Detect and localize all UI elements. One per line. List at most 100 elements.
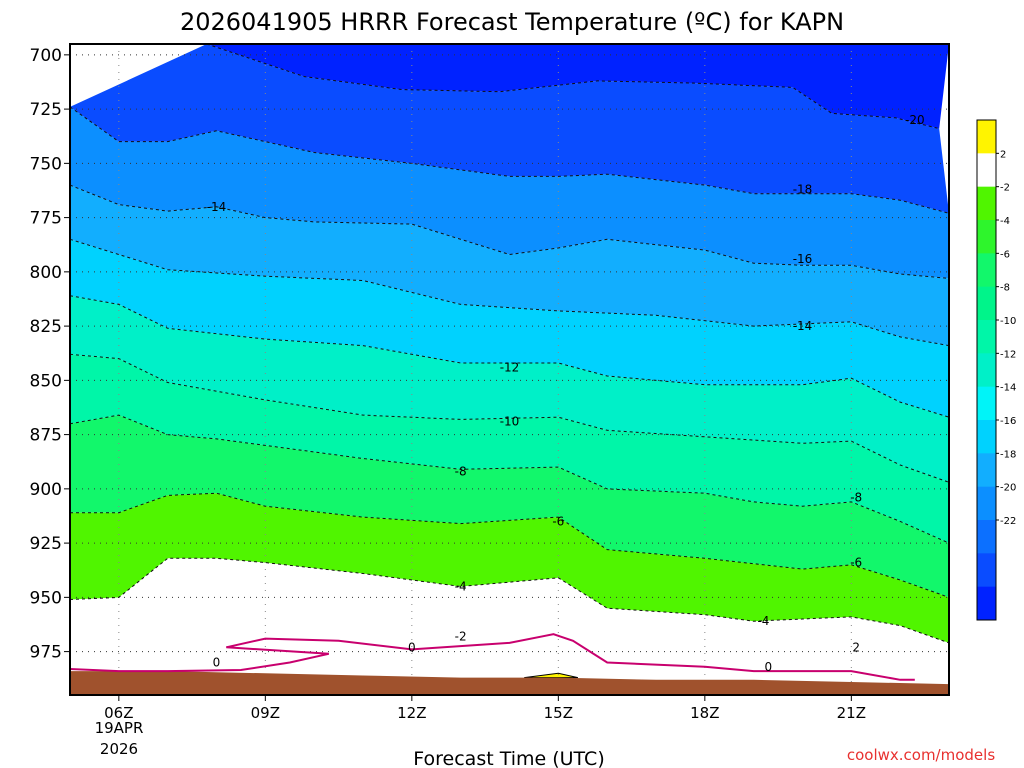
contour-label: -8 [455, 464, 467, 478]
x-axis: 06Z 09Z 12Z 15Z 18Z 21Z [104, 695, 866, 722]
contour-label: 0 [408, 640, 416, 654]
date-label-day: 19APR [95, 719, 144, 737]
temperature-fill-layer [70, 44, 949, 695]
colorbar-tick-label: -16 [1000, 416, 1016, 427]
colorbar-segment [977, 553, 996, 588]
freezing-line-layer [69, 633, 915, 681]
contour-line--6 [70, 492, 950, 598]
y-axis: 700 725 750 775 800 825 850 875 900 925 950 975 [30, 46, 70, 663]
contour-label: -16 [793, 252, 813, 266]
contour-label: -4 [757, 614, 769, 628]
y-tick-label: 950 [30, 588, 62, 608]
colorbar-segment [977, 153, 996, 188]
contour-line--16 [69, 184, 950, 279]
colorbar-legend: 2 -2 -4 -6 -8 -10 -12 -14 -16 -18 -20 -22 [976, 119, 1016, 621]
ground-fill [70, 671, 949, 695]
freezing-line-0c [69, 633, 915, 681]
contour-lines [69, 43, 950, 644]
chart-title: 2026041905 HRRR Forecast Temperature (ºC… [180, 8, 844, 36]
contour-line--12 [69, 295, 950, 418]
colorbar-segment [977, 453, 996, 488]
y-tick-label: 750 [30, 154, 62, 174]
colorbar-frame [976, 119, 997, 621]
contour-label: -14 [207, 200, 227, 214]
contour-labels: -20 -18 -16 -14 -14 -12 -10 -8 -8 -6 -6 -4 -4 -2 2 0 0 0 [207, 113, 925, 674]
ground-surface [70, 671, 949, 695]
x-tick-label: 06Z [104, 704, 133, 722]
fill-minus6-to-minus4 [70, 493, 949, 643]
fill-minus20-to-minus18 [70, 44, 949, 214]
y-tick-label: 925 [30, 534, 62, 554]
colorbar-tick-label: -6 [1000, 249, 1010, 260]
colorbar-tick-label: -4 [1000, 216, 1010, 227]
y-tick-label: 725 [30, 100, 62, 120]
y-tick-label: 825 [30, 317, 62, 337]
grid-lines [70, 44, 949, 695]
date-label-year: 2026 [100, 740, 138, 758]
contour-line--10 [69, 353, 950, 483]
contour-label: -10 [500, 415, 520, 429]
colorbar-segment [977, 253, 996, 288]
x-axis-title: Forecast Time (UTC) [413, 748, 604, 768]
y-tick-label: 775 [30, 209, 62, 229]
fill-minus8-to-minus6 [70, 415, 949, 598]
colorbar-tick-label: -2 [1000, 183, 1010, 194]
contour-line--4 [69, 557, 950, 644]
x-tick-label: 18Z [690, 704, 719, 722]
colorbar-segment [977, 120, 996, 154]
colorbar-segment [977, 320, 996, 354]
y-tick-label: 700 [30, 46, 62, 66]
colorbar-tick-label: 2 [1000, 149, 1006, 160]
fill-minus18-to-minus16 [70, 106, 949, 279]
contour-label: 2 [852, 640, 860, 654]
y-tick-label: 800 [30, 263, 62, 283]
contour-label: 0 [764, 660, 772, 674]
y-tick-label: 975 [30, 643, 62, 663]
y-tick-label: 850 [30, 371, 62, 391]
colorbar-segment [977, 286, 996, 321]
y-tick-label: 900 [30, 480, 62, 500]
contour-label: -6 [850, 556, 862, 570]
colorbar-segment [977, 520, 996, 554]
fill-minus16-to-minus14 [70, 185, 949, 346]
fill-minus10-to-minus8 [70, 354, 949, 544]
colorbar-segment [977, 386, 996, 421]
contour-label: -20 [905, 113, 925, 127]
colorbar-tick-label: -22 [1000, 516, 1016, 527]
colorbar-tick-label: -20 [1000, 483, 1016, 494]
plot-frame [69, 43, 950, 696]
credit-label: coolwx.com/models [847, 746, 995, 764]
contour-label: 0 [213, 655, 221, 669]
colorbar-tick-label: -10 [1000, 316, 1016, 327]
contour-label: -6 [552, 514, 564, 528]
colorbar-segment [977, 586, 996, 621]
contour-label: -12 [500, 360, 520, 374]
contour-line--8 [69, 414, 950, 544]
y-tick-label: 875 [30, 426, 62, 446]
x-tick-label: 21Z [837, 704, 866, 722]
colorbar-tick-label: -14 [1000, 383, 1016, 394]
colorbar-tick-label: -8 [1000, 283, 1010, 294]
contour-line--14 [69, 238, 950, 347]
colorbar-segment [977, 420, 996, 454]
colorbar-tick-label: -18 [1000, 449, 1016, 460]
contour-label: -4 [455, 580, 467, 594]
colorbar-segment [977, 186, 996, 221]
colorbar-segment [977, 486, 996, 521]
fill-minus14-to-minus12 [70, 239, 949, 418]
colorbar-segment [977, 353, 996, 388]
contour-label: -14 [793, 319, 813, 333]
colorbar-segment [977, 220, 996, 254]
contour-label: -18 [793, 182, 813, 196]
fill-minus12-to-minus10 [70, 295, 949, 483]
colorbar-tick-label: -12 [1000, 349, 1016, 360]
contour-line--20 [206, 43, 940, 130]
x-tick-label: 09Z [251, 704, 280, 722]
contour-line--18 [69, 106, 950, 214]
fill-below-minus20 [70, 44, 949, 129]
contour-label: -2 [455, 629, 467, 643]
contour-label: -8 [850, 491, 862, 505]
x-tick-label: 12Z [397, 704, 426, 722]
x-tick-label: 15Z [544, 704, 573, 722]
